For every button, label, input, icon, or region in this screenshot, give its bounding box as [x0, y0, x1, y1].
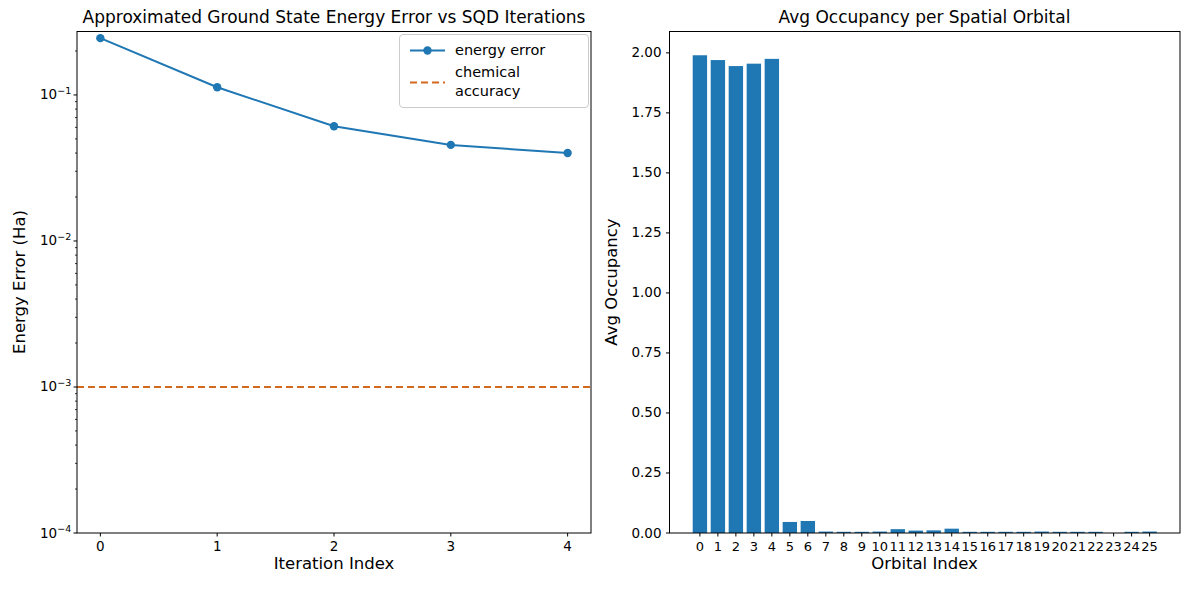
x-tick-label: 10 — [872, 539, 889, 554]
x-tick-label: 4 — [563, 538, 572, 554]
left-axes: 10−1 10−2 10−3 10−4 0 1 2 3 4 — [40, 32, 591, 554]
y-tick-label: 0.75 — [631, 344, 661, 360]
x-tick-label: 6 — [804, 539, 812, 554]
y-tick-label: 1.75 — [631, 104, 661, 120]
occupancy-bar — [693, 55, 707, 533]
x-tick-label: 1 — [714, 539, 722, 554]
x-tick-label: 16 — [979, 539, 996, 554]
occupancy-bar — [729, 66, 743, 533]
legend-item-chemical-accuracy: chemical accuracy — [409, 63, 578, 101]
y-tick-label: 10−3 — [40, 377, 71, 395]
energy-error-point — [96, 34, 104, 42]
occupancy-bar — [945, 529, 959, 533]
legend-label-energy-error: energy error — [455, 41, 545, 60]
left-y-axis-label: Energy Error (Ha) — [10, 210, 29, 354]
x-tick-label: 2 — [732, 539, 740, 554]
x-tick-label: 0 — [696, 539, 704, 554]
y-tick-label: 2.00 — [631, 44, 661, 60]
legend-item-energy-error: energy error — [409, 41, 578, 60]
x-tick-label: 15 — [961, 539, 978, 554]
energy-error-point — [213, 83, 221, 91]
occupancy-bar — [747, 64, 761, 533]
x-tick-label: 19 — [1033, 539, 1050, 554]
right-plot-title: Avg Occupancy per Spatial Orbital — [669, 7, 1180, 27]
x-tick-label: 23 — [1105, 539, 1122, 554]
matplotlib-figure: 10−110−210−310−4012340.000.250.500.751.0… — [0, 0, 1189, 590]
occupancy-bar — [711, 60, 725, 533]
x-tick-label: 2 — [330, 538, 339, 554]
x-tick-label: 21 — [1069, 539, 1086, 554]
x-tick-label: 17 — [997, 539, 1014, 554]
x-tick-label: 24 — [1123, 539, 1140, 554]
y-tick-label: 1.25 — [631, 224, 661, 240]
line-marker-swatch-icon — [409, 43, 446, 58]
legend: energy error chemical accuracy — [399, 34, 589, 108]
x-tick-label: 14 — [943, 539, 960, 554]
occupancy-bar — [891, 529, 905, 533]
energy-error-point — [447, 141, 455, 149]
occupancy-bar — [801, 521, 815, 533]
x-tick-label: 5 — [786, 539, 794, 554]
x-tick-label: 1 — [213, 538, 222, 554]
y-tick-label: 1.00 — [631, 284, 661, 300]
right-axes: 0.000.250.500.751.001.251.501.752.000123… — [631, 32, 1180, 554]
x-tick-label: 20 — [1051, 539, 1068, 554]
y-tick-label: 10−1 — [40, 85, 71, 103]
x-tick-label: 7 — [822, 539, 830, 554]
x-tick-label: 8 — [840, 539, 848, 554]
legend-label-chemical-accuracy: chemical accuracy — [455, 63, 578, 101]
x-tick-label: 3 — [750, 539, 758, 554]
occupancy-bar — [783, 522, 797, 533]
x-tick-label: 11 — [889, 539, 906, 554]
x-tick-label: 4 — [768, 539, 776, 554]
x-tick-label: 13 — [925, 539, 942, 554]
energy-error-point — [563, 149, 571, 157]
x-tick-label: 3 — [447, 538, 456, 554]
dashed-line-swatch-icon — [409, 75, 446, 90]
x-tick-label: 22 — [1087, 539, 1104, 554]
right-x-axis-label: Orbital Index — [669, 554, 1180, 573]
left-x-axis-label: Iteration Index — [77, 554, 591, 573]
left-plot-title: Approximated Ground State Energy Error v… — [77, 7, 591, 27]
y-tick-label: 0.25 — [631, 464, 661, 480]
right-y-axis-label: Avg Occupancy — [602, 218, 621, 345]
y-tick-label: 0.50 — [631, 404, 661, 420]
x-tick-label: 25 — [1141, 539, 1158, 554]
y-tick-label: 10−4 — [40, 523, 71, 541]
plots-canvas: 10−110−210−310−4012340.000.250.500.751.0… — [0, 0, 1189, 590]
x-tick-label: 9 — [858, 539, 866, 554]
energy-error-point — [330, 122, 338, 130]
y-tick-label: 0.00 — [631, 525, 661, 541]
x-tick-label: 18 — [1015, 539, 1032, 554]
y-tick-label: 1.50 — [631, 164, 661, 180]
x-tick-label: 0 — [96, 538, 105, 554]
right-axes-frame — [670, 32, 1181, 534]
x-tick-label: 12 — [907, 539, 924, 554]
occupancy-bar — [765, 59, 779, 533]
y-tick-label: 10−2 — [40, 231, 71, 249]
